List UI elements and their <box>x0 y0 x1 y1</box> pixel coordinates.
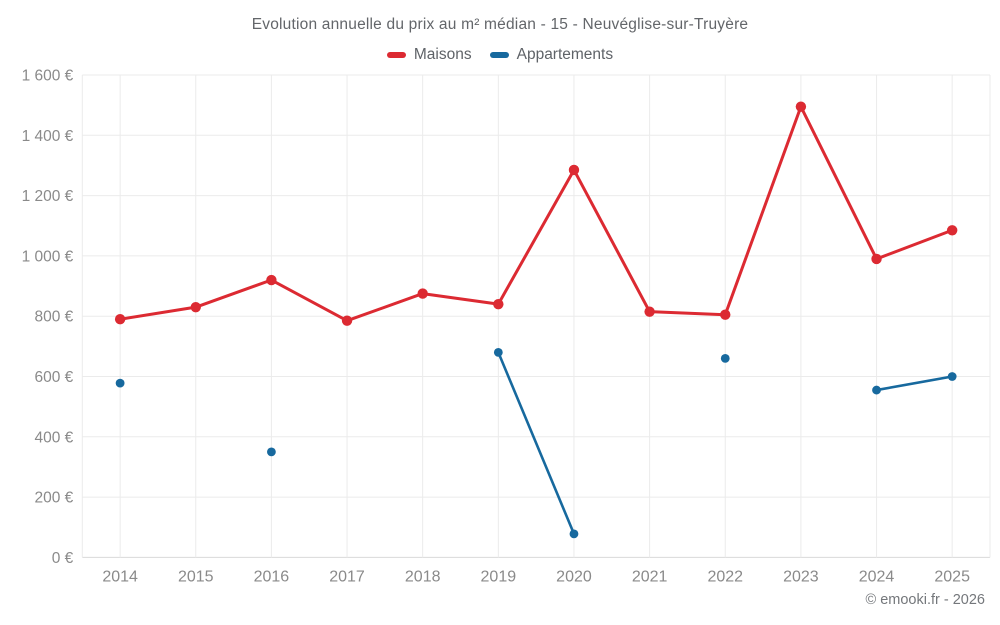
x-tick-label: 2015 <box>178 568 214 585</box>
data-point-appartements-2014[interactable] <box>115 378 125 388</box>
legend-marker-icon <box>386 52 406 58</box>
data-point-maisons-2015[interactable] <box>190 301 201 313</box>
data-point-appartements-2020[interactable] <box>569 529 579 539</box>
data-point-maisons-2019[interactable] <box>493 298 504 310</box>
x-tick-label: 2019 <box>481 568 517 585</box>
data-point-appartements-2016[interactable] <box>267 447 276 457</box>
legend-label: Appartements <box>516 46 614 63</box>
data-point-maisons-2022[interactable] <box>720 309 731 320</box>
footer-credit: © emooki.fr - 2026 <box>865 592 985 608</box>
x-tick-label: 2024 <box>859 568 895 585</box>
x-tick-label: 2023 <box>783 568 819 585</box>
y-tick-label: 1 600 € <box>22 68 74 85</box>
data-point-maisons-2025[interactable] <box>946 225 958 236</box>
legend-item-maisons[interactable]: Maisons <box>386 46 472 64</box>
legend-marker-icon <box>489 52 509 58</box>
data-point-maisons-2020[interactable] <box>568 164 580 176</box>
data-point-maisons-2018[interactable] <box>417 288 428 299</box>
y-tick-label: 600 € <box>35 369 74 386</box>
y-tick-label: 1 400 € <box>22 128 74 145</box>
x-tick-label: 2017 <box>329 568 365 585</box>
data-point-maisons-2017[interactable] <box>341 315 353 326</box>
data-point-appartements-2024[interactable] <box>872 385 881 395</box>
data-point-appartements-2025[interactable] <box>947 372 957 381</box>
data-point-appartements-2019[interactable] <box>493 347 503 357</box>
data-point-maisons-2014[interactable] <box>114 314 126 325</box>
data-point-appartements-2022[interactable] <box>720 354 730 363</box>
x-tick-label: 2018 <box>405 568 441 585</box>
data-point-maisons-2021[interactable] <box>644 306 655 317</box>
x-tick-label: 2021 <box>632 568 668 585</box>
y-tick-label: 800 € <box>35 309 74 326</box>
legend-item-appartements[interactable]: Appartements <box>489 46 614 64</box>
y-tick-label: 200 € <box>35 490 74 507</box>
series-line-appartements <box>497 351 576 536</box>
x-tick-label: 2016 <box>254 568 290 585</box>
data-point-maisons-2024[interactable] <box>871 253 882 265</box>
legend-label: Maisons <box>413 46 472 63</box>
chart-legend: Maisons Appartements <box>0 46 1000 64</box>
x-tick-label: 2020 <box>556 568 592 585</box>
series-line-appartements <box>875 375 954 392</box>
y-tick-label: 1 200 € <box>22 188 74 205</box>
chart-title: Evolution annuelle du prix au m² médian … <box>251 16 749 33</box>
y-tick-label: 1 000 € <box>22 248 74 265</box>
data-point-maisons-2023[interactable] <box>795 101 807 112</box>
x-tick-label: 2025 <box>934 568 970 585</box>
y-tick-label: 0 € <box>52 550 74 567</box>
x-tick-label: 2022 <box>707 568 743 585</box>
series-line-maisons <box>118 105 954 323</box>
y-tick-label: 400 € <box>35 429 74 446</box>
x-tick-label: 2014 <box>102 568 138 585</box>
data-point-maisons-2016[interactable] <box>266 274 277 286</box>
